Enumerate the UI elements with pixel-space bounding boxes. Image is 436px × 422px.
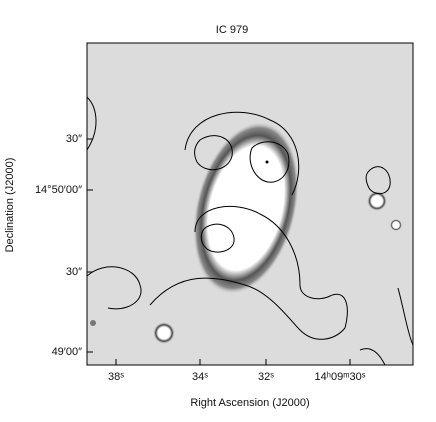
x-tick-label: 34ˢ [192,371,208,383]
x-tick-label: 14ʰ09ᵐ30ˢ [315,371,366,383]
contours [87,96,413,365]
y-tick-label: 30″ [66,266,82,278]
frame [86,42,414,366]
ticks [87,138,351,365]
star [153,322,175,344]
y-axis-label: Declination (J2000) [4,158,16,253]
y-tick-label: 14°50′00″ [35,184,82,196]
y-tick-label: 49′00″ [52,346,83,358]
x-tick-label: 38ˢ [108,371,124,383]
x-tick-label: 32ˢ [258,371,274,383]
image [87,43,413,365]
star [367,191,387,211]
title: IC 979 [216,24,248,36]
y-tick-label: 30″ [66,133,82,145]
star [90,320,96,326]
nucleus [265,160,269,164]
x-axis-label: Right Ascension (J2000) [190,397,309,409]
star [390,219,402,231]
